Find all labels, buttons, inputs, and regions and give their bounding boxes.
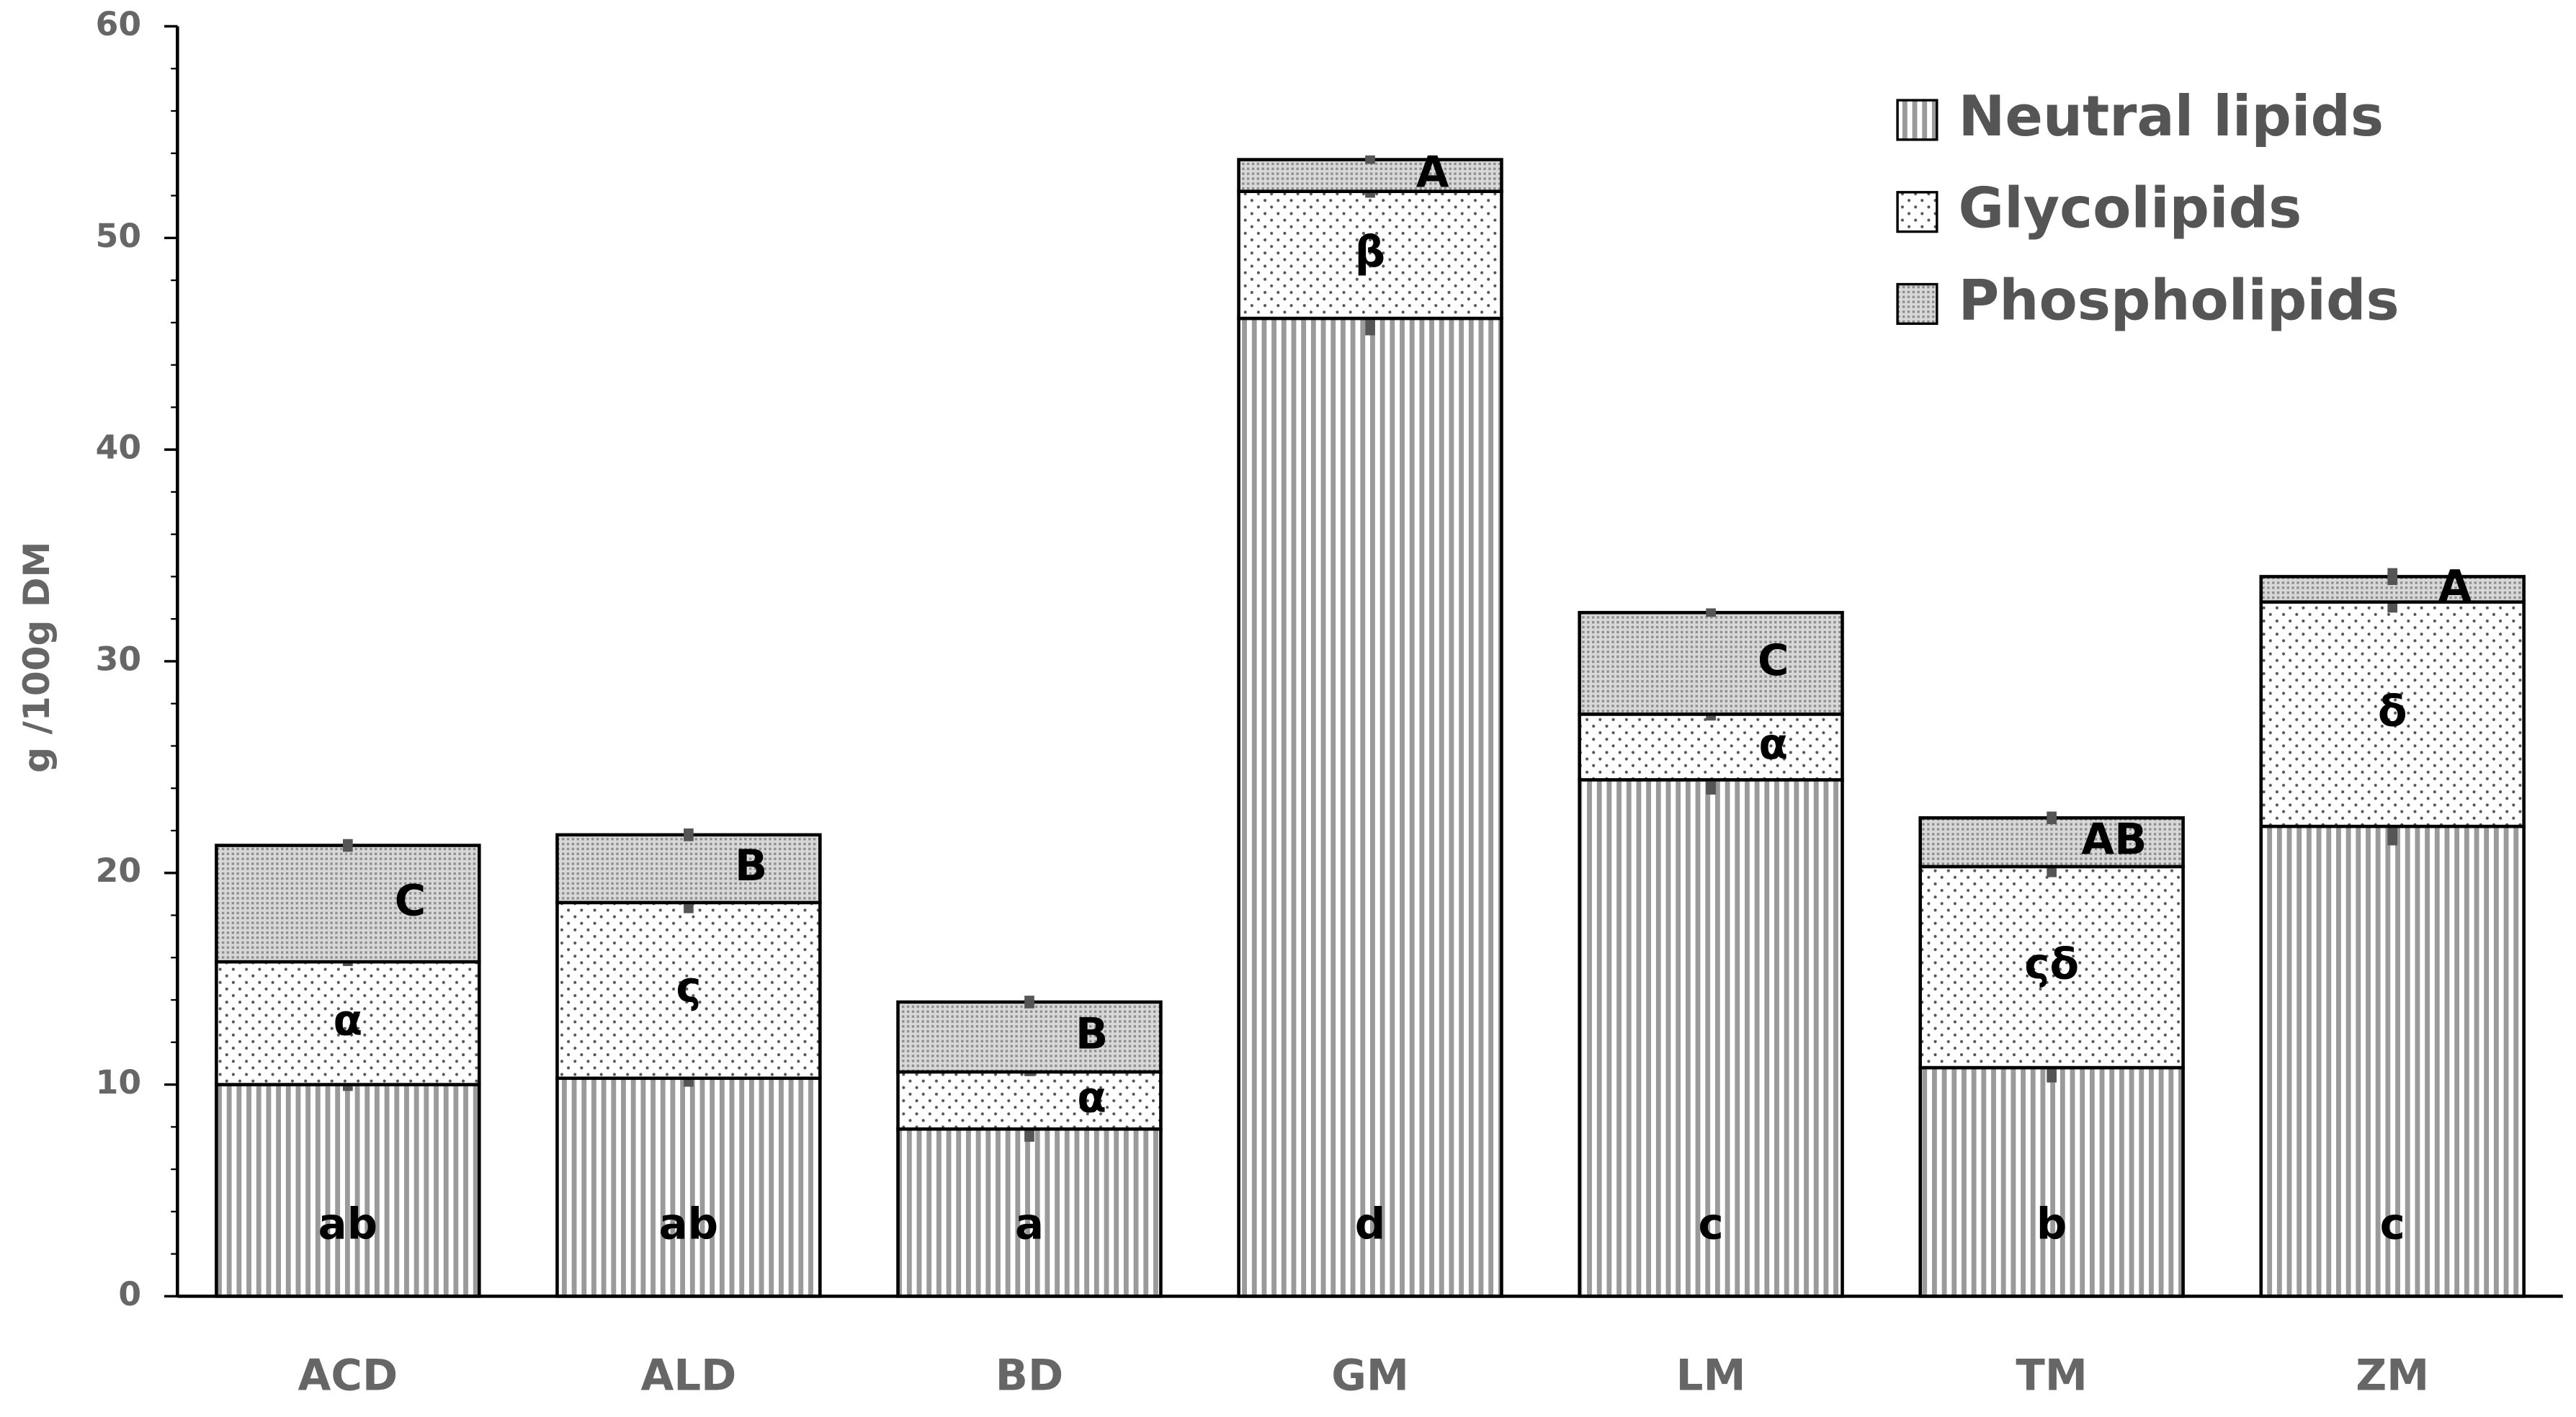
- significance-letter: α: [333, 995, 362, 1045]
- bar-segment: [1578, 611, 1844, 716]
- bar-segment: [896, 1127, 1163, 1298]
- bar-segment: [1918, 864, 2185, 1070]
- significance-letter: ςδ: [2024, 939, 2079, 989]
- significance-letter: AB: [2081, 814, 2147, 864]
- y-tick-label: 50: [96, 217, 141, 255]
- bar-segment: [215, 844, 481, 964]
- bar-segment: [1237, 189, 1503, 321]
- significance-letter: β: [1355, 227, 1385, 277]
- significance-letter: B: [1075, 1009, 1108, 1059]
- bar-segment: [1237, 316, 1503, 1298]
- bar-segment: [215, 1083, 481, 1298]
- significance-letter: ab: [318, 1199, 377, 1249]
- bar-segment: [1578, 712, 1844, 782]
- bar-segment: [555, 833, 822, 905]
- legend-swatch: [1896, 282, 1938, 325]
- significance-letter: C: [395, 875, 426, 925]
- significance-letter: a: [1015, 1199, 1044, 1249]
- bar-segment: [1237, 158, 1503, 193]
- x-tick-label: TM: [2016, 1351, 2087, 1400]
- legend-label: Glycolipids: [1958, 176, 2302, 241]
- significance-letter: C: [1758, 635, 1789, 685]
- legend-label: Phospholipids: [1958, 268, 2399, 333]
- bar-segment: [896, 1000, 1163, 1074]
- significance-letter: ab: [659, 1199, 718, 1249]
- x-tick-label: ALD: [640, 1351, 736, 1400]
- significance-letter: A: [2438, 561, 2472, 611]
- legend-label: Neutral lipids: [1958, 84, 2384, 149]
- significance-letter: B: [735, 841, 767, 890]
- x-tick-label: ACD: [298, 1351, 398, 1400]
- y-axis-label: g /100g DM: [15, 542, 58, 773]
- x-tick-label: BD: [996, 1351, 1063, 1400]
- significance-letter: δ: [2378, 686, 2407, 736]
- x-tick-label: GM: [1331, 1351, 1409, 1400]
- bar-segment: [215, 960, 481, 1086]
- bar-segment: [2259, 600, 2526, 828]
- legend-swatch: [1896, 99, 1938, 141]
- bar-segment: [555, 900, 822, 1081]
- significance-letter: c: [1699, 1199, 1724, 1249]
- y-tick-label: 30: [96, 640, 141, 678]
- y-tick-label: 40: [96, 429, 141, 467]
- significance-letter: A: [1416, 148, 1449, 197]
- y-tick-label: 10: [96, 1063, 141, 1101]
- bar-segment: [555, 1076, 822, 1298]
- y-tick-label: 20: [96, 851, 141, 890]
- significance-letter: α: [1077, 1073, 1106, 1122]
- x-tick-label: LM: [1676, 1351, 1746, 1400]
- significance-letter: ς: [676, 962, 701, 1012]
- significance-letter: c: [2380, 1199, 2405, 1249]
- significance-letter: α: [1758, 719, 1788, 769]
- x-tick-label: ZM: [2356, 1351, 2429, 1400]
- y-tick-label: 0: [118, 1275, 141, 1313]
- bar-segment: [1918, 1065, 2185, 1298]
- bar-segment: [896, 1070, 1163, 1131]
- bar-segment: [2259, 824, 2526, 1298]
- significance-letter: b: [2036, 1199, 2067, 1249]
- legend-swatch: [1896, 191, 1938, 233]
- y-tick-label: 60: [96, 5, 141, 43]
- significance-letter: d: [1355, 1199, 1385, 1249]
